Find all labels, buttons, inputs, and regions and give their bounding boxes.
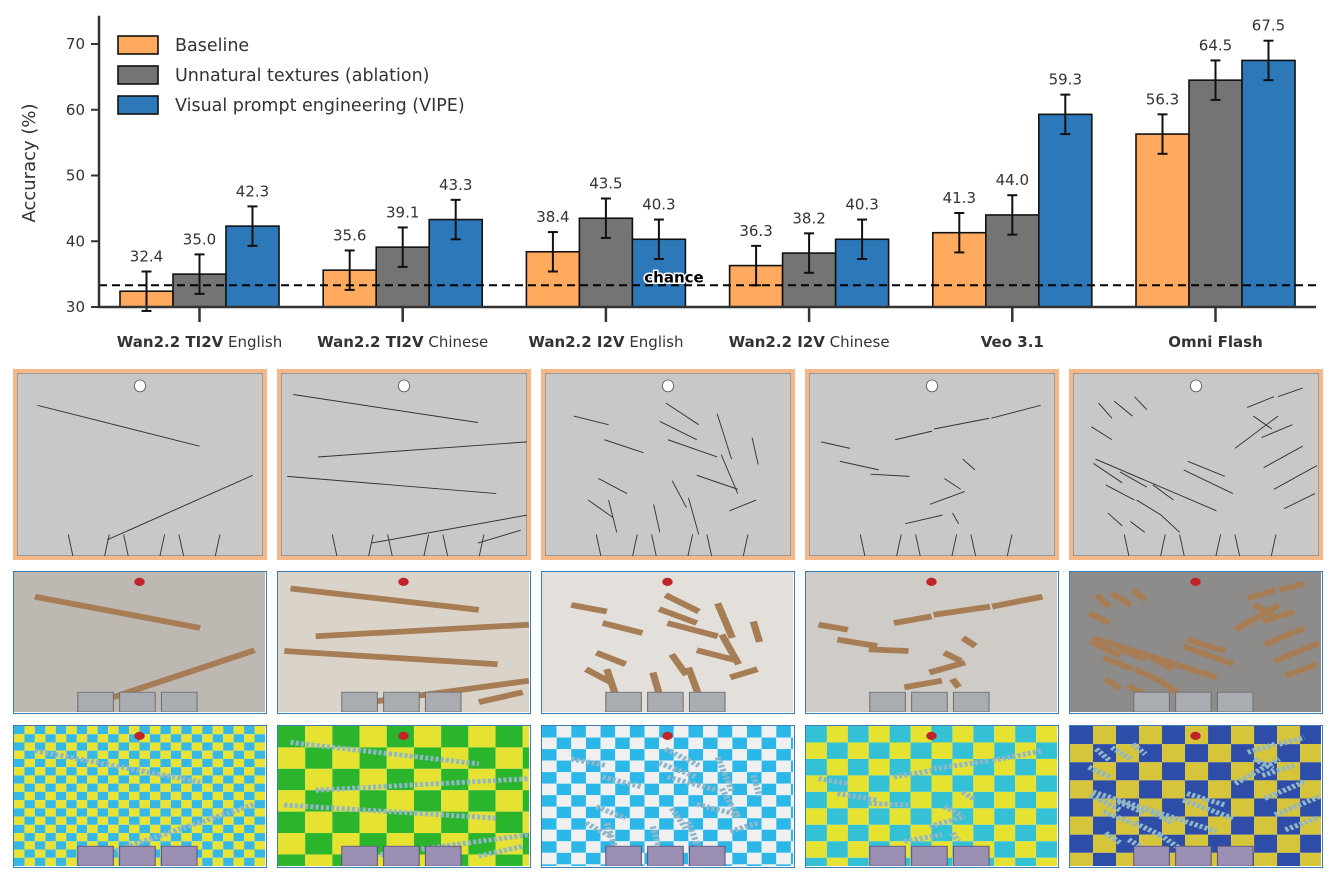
legend-entry: Baseline bbox=[117, 35, 249, 56]
bar-value-label: 36.3 bbox=[739, 222, 772, 240]
bar-value-label: 64.5 bbox=[1199, 36, 1232, 54]
bar-value-label: 38.4 bbox=[536, 208, 569, 226]
error-bar bbox=[1210, 59, 1221, 101]
legend-entry: Visual prompt engineering (VIPE) bbox=[117, 95, 465, 116]
legend-entry: Unnatural textures (ablation) bbox=[117, 65, 430, 86]
bar-value-label: 44.0 bbox=[996, 171, 1029, 189]
x-tick-label: Wan2.2 I2V Chinese bbox=[729, 333, 890, 351]
bar-value-label: 35.0 bbox=[183, 230, 216, 248]
error-bar bbox=[1157, 113, 1168, 155]
example-thumbnail bbox=[13, 725, 267, 868]
svg-text:Baseline: Baseline bbox=[175, 36, 249, 56]
example-thumbnail bbox=[1069, 725, 1323, 868]
labels-layer: 32.4 35.6 38.4 36.3 41.3 56.3 35.0 39.1 43.5 38.2… bbox=[66, 17, 1285, 351]
example-thumbnail bbox=[805, 571, 1059, 714]
error-bar bbox=[857, 218, 868, 261]
x-tick-label: Veo 3.1 bbox=[981, 333, 1044, 351]
bar bbox=[1241, 59, 1296, 308]
chance-label: chance bbox=[644, 268, 703, 286]
x-tick-label: Omni Flash bbox=[1168, 333, 1263, 351]
bar-value-label: 40.3 bbox=[642, 196, 675, 214]
error-bar bbox=[804, 232, 815, 274]
bar-value-label: 59.3 bbox=[1049, 71, 1082, 89]
bar-value-label: 39.1 bbox=[386, 203, 419, 221]
example-thumbnail bbox=[1069, 571, 1323, 714]
legend: Baseline Unnatural textures (ablation) Vis… bbox=[117, 35, 465, 116]
error-bar bbox=[653, 218, 664, 261]
error-bar bbox=[194, 253, 205, 295]
svg-text:Unnatural textures (ablation): Unnatural textures (ablation) bbox=[175, 66, 430, 86]
error-bar bbox=[600, 197, 611, 239]
bar bbox=[1135, 133, 1190, 308]
error-bar bbox=[1060, 93, 1071, 136]
example-thumbnail bbox=[1069, 369, 1323, 560]
example-thumbnail bbox=[13, 369, 267, 560]
error-bar bbox=[141, 270, 152, 312]
error-bar bbox=[247, 205, 258, 247]
example-thumbnail bbox=[541, 369, 795, 560]
y-axis-label: Accuracy (%) bbox=[19, 103, 40, 222]
bar-value-label: 43.5 bbox=[589, 175, 622, 193]
svg-text:Visual prompt engineering (VIP: Visual prompt engineering (VIPE) bbox=[175, 96, 465, 116]
y-tick-label: 70 bbox=[66, 35, 85, 53]
x-tick-label: Wan2.2 TI2V English bbox=[117, 333, 282, 351]
x-tick-label: Wan2.2 TI2V Chinese bbox=[317, 333, 488, 351]
bar-value-label: 40.3 bbox=[845, 196, 878, 214]
bar-value-label: 41.3 bbox=[943, 189, 976, 207]
error-bar bbox=[954, 211, 965, 254]
y-tick-label: 30 bbox=[66, 298, 85, 316]
y-tick-label: 60 bbox=[66, 101, 85, 119]
example-thumbnail bbox=[541, 571, 795, 714]
bar bbox=[1038, 113, 1093, 308]
y-tick-label: 40 bbox=[66, 232, 85, 250]
bar-value-label: 67.5 bbox=[1252, 17, 1285, 35]
example-thumbnail bbox=[277, 725, 531, 868]
bar-value-label: 35.6 bbox=[333, 226, 366, 244]
bar-value-label: 38.2 bbox=[792, 209, 825, 227]
example-thumbnail bbox=[805, 369, 1059, 560]
y-tick-label: 50 bbox=[66, 167, 85, 185]
bar-value-label: 43.3 bbox=[439, 176, 472, 194]
example-thumbnail bbox=[13, 571, 267, 714]
bar-value-label: 32.4 bbox=[130, 247, 163, 265]
example-thumbnail bbox=[805, 725, 1059, 868]
bar-value-label: 56.3 bbox=[1146, 90, 1179, 108]
bar-value-label: 42.3 bbox=[236, 182, 269, 200]
error-bar bbox=[547, 231, 558, 273]
bar bbox=[1188, 79, 1243, 308]
error-bar bbox=[344, 249, 355, 291]
x-tick-label: Wan2.2 I2V English bbox=[528, 333, 683, 351]
error-bar bbox=[450, 198, 461, 241]
error-bar bbox=[1007, 194, 1018, 236]
bars-layer bbox=[119, 39, 1296, 312]
accuracy-bar-chart: 32.4 35.6 38.4 36.3 41.3 56.3 35.0 39.1 43.5 38.2… bbox=[19, 15, 1316, 351]
axes-layer bbox=[91, 15, 1316, 322]
example-thumbnail bbox=[541, 725, 795, 868]
example-thumbnail bbox=[277, 571, 531, 714]
example-thumbnail bbox=[277, 369, 531, 560]
error-bar bbox=[397, 226, 408, 268]
error-bar bbox=[1263, 39, 1274, 82]
